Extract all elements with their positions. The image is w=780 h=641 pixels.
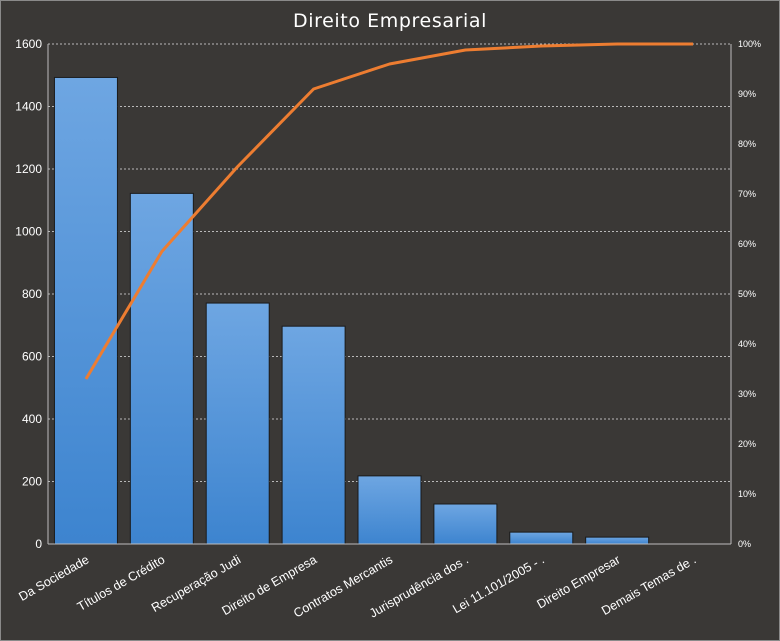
y2-tick-label: 90% xyxy=(738,89,756,99)
y2-tick-label: 70% xyxy=(738,189,756,199)
bar xyxy=(129,192,194,545)
bar xyxy=(53,76,118,545)
y-tick-label: 600 xyxy=(22,350,42,364)
y-tick-label: 1400 xyxy=(15,100,42,114)
y2-tick-label: 60% xyxy=(738,239,756,249)
y2-tick-label: 50% xyxy=(738,289,756,299)
y2-tick-label: 10% xyxy=(738,489,756,499)
bar xyxy=(585,536,650,545)
y2-tick-label: 30% xyxy=(738,389,756,399)
y2-tick-label: 20% xyxy=(738,439,756,449)
y-tick-label: 400 xyxy=(22,412,42,426)
bar xyxy=(281,325,346,545)
y-tick-label: 200 xyxy=(22,475,42,489)
y-tick-label: 800 xyxy=(22,287,42,301)
y-tick-label: 1200 xyxy=(15,162,42,176)
cumulative-line xyxy=(84,42,694,380)
y2-tick-label: 80% xyxy=(738,139,756,149)
bar xyxy=(509,531,574,545)
chart-title: Direito Empresarial xyxy=(293,10,487,32)
x-tick-label: Da Sociedade xyxy=(16,552,91,603)
bars xyxy=(53,76,650,545)
cumulative-percent-line xyxy=(84,42,694,380)
y2-tick-label: 0% xyxy=(738,539,751,549)
y-tick-label: 1000 xyxy=(15,225,42,239)
bar xyxy=(433,503,498,545)
bar xyxy=(357,475,422,545)
y-tick-label: 0 xyxy=(35,537,42,551)
y-tick-label: 1600 xyxy=(15,37,42,51)
bar xyxy=(205,302,270,545)
y2-tick-label: 100% xyxy=(738,39,761,49)
y2-tick-label: 40% xyxy=(738,339,756,349)
